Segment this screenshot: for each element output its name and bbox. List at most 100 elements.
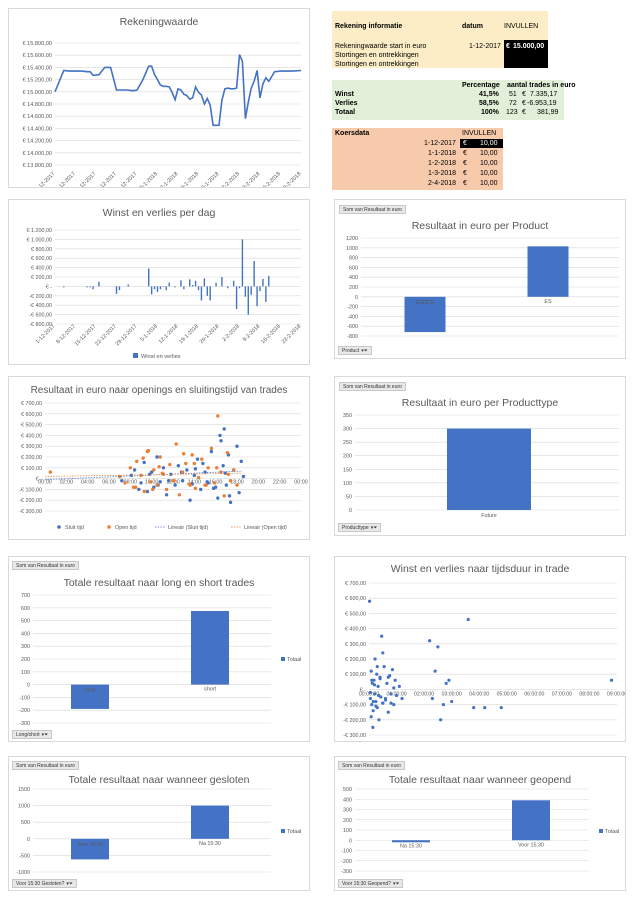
pivot-value-button[interactable]: Som van Resultaat in euro bbox=[339, 382, 406, 391]
info-start-date[interactable]: 1-12-2017 bbox=[469, 43, 501, 50]
bar bbox=[235, 286, 238, 309]
pivot-filter-button-longshort[interactable]: Long/short ▾⏷ bbox=[12, 730, 53, 739]
point bbox=[161, 466, 166, 470]
y-tick-label: -200 bbox=[341, 859, 352, 865]
y-tick-label: € 14.400,00 bbox=[22, 126, 52, 132]
y-tick-label: -€ 200,00 bbox=[19, 498, 42, 504]
stats-val-winst: 7.335,17 bbox=[530, 91, 558, 98]
filter-icon: ▾⏷ bbox=[361, 348, 368, 354]
point bbox=[371, 725, 375, 729]
koersdata-table: Koersdata INVULLEN 1-12-2017 € 10,00 1-1… bbox=[332, 128, 503, 190]
chart-panel-product[interactable]: Som van Resultaat in euro Resultaat in e… bbox=[334, 199, 626, 359]
y-tick-label: 1000 bbox=[18, 804, 30, 810]
koers-first-value-cell[interactable] bbox=[460, 139, 503, 148]
point bbox=[193, 467, 198, 471]
line-chart-rekeningwaarde: € 13.800,00 € 14.000,00 € 14.200,00 € 14.40… bbox=[22, 41, 302, 187]
point bbox=[400, 696, 404, 701]
point bbox=[371, 699, 375, 704]
point bbox=[392, 703, 396, 707]
point bbox=[218, 433, 222, 438]
y-tick-label: -€ 200,00 bbox=[343, 718, 366, 724]
bar bbox=[183, 286, 185, 290]
stats-table: Percentage aantal trades in euro Winst 4… bbox=[332, 80, 575, 120]
point bbox=[237, 490, 241, 495]
pivot-filter-button-product[interactable]: Product ▾⏷ bbox=[338, 346, 372, 355]
koers-date-2[interactable]: 1-1-2018 bbox=[428, 150, 457, 157]
point bbox=[200, 457, 204, 461]
y-tick-label: 50 bbox=[346, 494, 352, 500]
point bbox=[135, 459, 139, 464]
pivot-value-button[interactable]: Som van Resultaat in euro bbox=[12, 561, 79, 570]
koers-val-2[interactable]: 10,00 bbox=[480, 150, 498, 157]
pivot-filter-button-gesloten[interactable]: Voor 15:30 Gesloten? ▾⏷ bbox=[12, 879, 77, 888]
x-tick-label: 12:00 bbox=[166, 480, 180, 486]
point bbox=[190, 453, 194, 457]
chart-panel-producttype[interactable]: Som van Resultaat in euro Resultaat in e… bbox=[334, 376, 626, 536]
filter-icon: ▾⏷ bbox=[392, 881, 400, 887]
info-title: Rekening informatie bbox=[335, 23, 403, 30]
koers-date-3[interactable]: 1-2-2018 bbox=[428, 160, 457, 167]
stats-label-totaal: Totaal bbox=[335, 109, 356, 116]
point bbox=[195, 457, 200, 461]
x-tick-label: 29-12-2017 bbox=[115, 324, 139, 348]
chart-panel-winst-verlies-dag[interactable]: Winst en verlies per dag -€ 800,00 -€ 600… bbox=[8, 199, 310, 365]
y-tick-label: -300 bbox=[341, 869, 352, 875]
info-invullen-label: INVULLEN bbox=[504, 23, 539, 30]
stats-pct-winst: 41,5% bbox=[479, 91, 499, 98]
bar-chart-winst-verlies-dag: -€ 800,00 -€ 600,00 -€ 400,00 -€ 200,00 € - €… bbox=[27, 228, 303, 360]
trendline-sluit bbox=[44, 470, 243, 481]
koers-val-1[interactable]: 10,00 bbox=[480, 140, 498, 147]
filter-icon: ▾⏷ bbox=[370, 525, 378, 531]
pivot-filter-button-producttype[interactable]: Producttype ▾⏷ bbox=[338, 523, 382, 532]
chart-panel-geopend[interactable]: Som van Resultaat in euro Totale resulta… bbox=[334, 756, 626, 891]
bar bbox=[71, 684, 109, 709]
point bbox=[483, 706, 487, 710]
point bbox=[164, 487, 169, 492]
point bbox=[48, 470, 53, 474]
info-start-value-cell[interactable] bbox=[504, 40, 548, 68]
x-tick-label: 02:00:00 bbox=[414, 691, 434, 697]
pivot-value-button[interactable]: Som van Resultaat in euro bbox=[339, 205, 406, 214]
y-tick-label: € 400,00 bbox=[345, 627, 366, 633]
y-tick-label: 500 bbox=[21, 619, 30, 625]
x-tick-label: 18:00 bbox=[230, 480, 244, 486]
point bbox=[397, 684, 401, 688]
point bbox=[235, 444, 239, 448]
koers-val-3[interactable]: 10,00 bbox=[480, 160, 498, 167]
y-tick-label: 500 bbox=[343, 787, 352, 793]
koers-date-1[interactable]: 1-12-2017 bbox=[424, 140, 456, 147]
category-label: ES bbox=[544, 299, 552, 305]
point bbox=[472, 706, 476, 710]
x-tick-label: 04:00 bbox=[81, 480, 95, 486]
pivot-value-button[interactable]: Som van Resultaat in euro bbox=[12, 761, 79, 770]
chart-panel-gesloten[interactable]: Som van Resultaat in euro Totale resulta… bbox=[8, 756, 310, 891]
koers-date-4[interactable]: 1-3-2018 bbox=[428, 170, 457, 177]
pivot-value-button[interactable]: Som van Resultaat in euro bbox=[338, 761, 405, 770]
point bbox=[132, 468, 137, 472]
pivot-filter-button-geopend[interactable]: Voor 15:30 Geopend? ▾⏷ bbox=[338, 879, 404, 888]
point bbox=[139, 473, 143, 478]
koers-cur-5: € bbox=[463, 180, 467, 187]
bar bbox=[238, 286, 241, 289]
x-tick-label: 03:00:00 bbox=[442, 691, 462, 697]
chart-panel-rekeningwaarde[interactable]: Rekeningwaarde € 13.800,00 € 14.000,00 € 1… bbox=[8, 8, 310, 188]
legend-swatch bbox=[599, 829, 603, 833]
koers-val-5[interactable]: 10,00 bbox=[480, 180, 498, 187]
koers-val-4[interactable]: 10,00 bbox=[480, 170, 498, 177]
koers-date-5[interactable]: 2-4-2018 bbox=[428, 180, 457, 187]
point bbox=[192, 473, 197, 478]
bar bbox=[92, 286, 94, 290]
point bbox=[201, 461, 205, 466]
point bbox=[215, 466, 219, 470]
chart-panel-openings-sluitingstijd[interactable]: Resultaat in euro naar openings en sluit… bbox=[8, 376, 310, 540]
bar bbox=[247, 286, 249, 315]
chart-panel-longshort[interactable]: Som van Resultaat in euro Totale resulta… bbox=[8, 556, 310, 742]
bar bbox=[118, 286, 121, 291]
chart-panel-tijdsduur[interactable]: Winst en verlies naar tijdsduur in trade… bbox=[334, 556, 626, 742]
point bbox=[392, 686, 396, 690]
y-tick-label: -€ 100,00 bbox=[19, 487, 42, 493]
y-tick-label: 700 bbox=[21, 593, 30, 599]
y-tick-label: 0 bbox=[349, 838, 352, 844]
y-tick-label: -800 bbox=[347, 334, 358, 340]
chart-title: Resultaat in euro per Producttype bbox=[401, 397, 559, 409]
